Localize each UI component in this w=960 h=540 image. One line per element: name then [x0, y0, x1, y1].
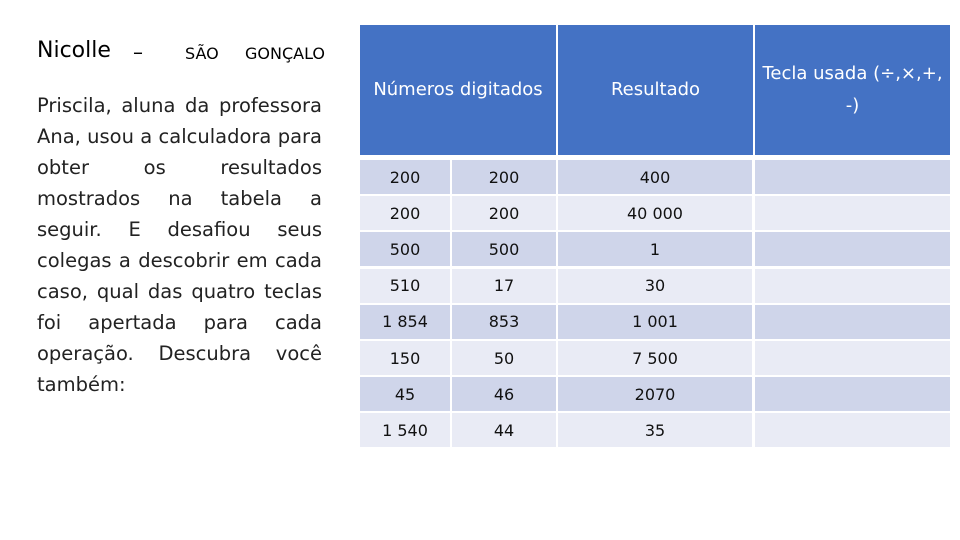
- table-cell: 30: [558, 268, 752, 303]
- name: Nicolle: [37, 38, 111, 63]
- empty-cell: [755, 160, 950, 194]
- table-cell: 200: [360, 160, 450, 194]
- table-cell: 2070: [558, 377, 752, 412]
- empty-cell: [755, 196, 950, 231]
- table-cell: 1 854: [360, 304, 450, 339]
- empty-cell: [755, 341, 950, 375]
- table-cell: 40 000: [558, 196, 752, 231]
- city: SÃO: [185, 44, 219, 63]
- table-cell: 853: [452, 304, 556, 339]
- table-cell: 44: [452, 413, 556, 448]
- table-cell: 500: [360, 232, 450, 267]
- table-cell: 200: [452, 160, 556, 194]
- table-cell: 1 001: [558, 304, 752, 339]
- table-cell: Resultado: [558, 25, 753, 155]
- dash: –: [133, 40, 143, 64]
- table-cell: 7 500: [558, 341, 752, 375]
- table-cell: 1: [558, 232, 752, 267]
- table-cell: 1 540: [360, 413, 450, 448]
- empty-cell: [755, 304, 950, 339]
- table-cell: 45: [360, 377, 450, 412]
- empty-cell: [755, 413, 950, 448]
- table-cell: 150: [360, 341, 450, 375]
- instructions: Priscila, aluna da professora Ana, usou …: [37, 94, 322, 396]
- table-cell: 35: [558, 413, 752, 448]
- table-cell: Tecla usada (÷,×,+, -): [755, 25, 950, 155]
- table-cell: 50: [452, 341, 556, 375]
- table-cell: 17: [452, 268, 556, 303]
- empty-cell: [755, 232, 950, 267]
- empty-cell: [755, 377, 950, 412]
- empty-cell: [755, 268, 950, 303]
- table-cell: 500: [452, 232, 556, 267]
- table-cell: 46: [452, 377, 556, 412]
- table-cell: 400: [558, 160, 752, 194]
- table-cell: Números digitados: [360, 25, 556, 155]
- city: GONÇALO: [245, 44, 326, 63]
- table-cell: 200: [360, 196, 450, 231]
- table-cell: 510: [360, 268, 450, 303]
- table-cell: 200: [452, 196, 556, 231]
